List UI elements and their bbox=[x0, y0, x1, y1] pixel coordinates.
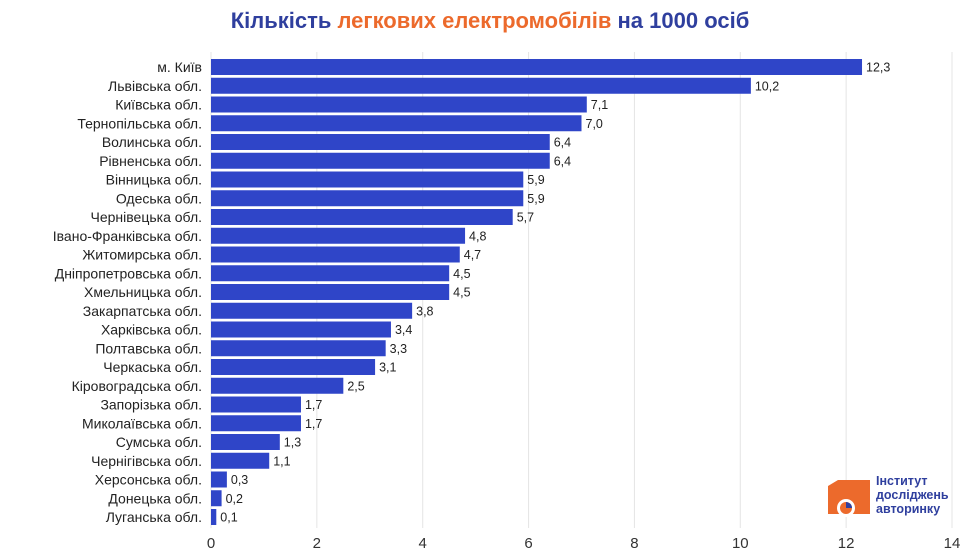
bar bbox=[211, 227, 466, 244]
logo-car-icon bbox=[828, 480, 870, 517]
bar bbox=[211, 152, 550, 169]
value-label: 0,1 bbox=[220, 511, 237, 525]
bar bbox=[211, 77, 751, 94]
title-part-3: на 1000 осіб bbox=[611, 8, 750, 33]
x-tick-label: 8 bbox=[630, 535, 638, 552]
category-label: Херсонська обл. bbox=[95, 472, 202, 488]
value-label: 5,7 bbox=[517, 211, 534, 225]
category-label: Чернігівська обл. bbox=[91, 453, 202, 469]
bar bbox=[211, 509, 217, 525]
x-tick-label: 2 bbox=[313, 535, 321, 552]
value-label: 7,0 bbox=[586, 117, 603, 131]
bar bbox=[211, 302, 413, 319]
bar bbox=[211, 246, 460, 263]
bar bbox=[211, 415, 301, 432]
category-label: Хмельницька обл. bbox=[84, 284, 202, 300]
category-label: Закарпатська обл. bbox=[83, 303, 202, 319]
value-label: 3,1 bbox=[379, 361, 396, 375]
bar bbox=[211, 115, 582, 132]
bar bbox=[211, 209, 513, 225]
category-label: м. Київ bbox=[157, 59, 202, 75]
bar bbox=[211, 321, 391, 338]
logo-line-3: авторинку bbox=[876, 502, 941, 516]
category-label: Чернівецька обл. bbox=[91, 209, 202, 225]
value-label: 4,7 bbox=[464, 248, 481, 262]
logo-line-1: Інститут bbox=[876, 474, 928, 488]
category-label: Черкаська обл. bbox=[103, 359, 202, 375]
bar bbox=[211, 134, 550, 150]
bar bbox=[211, 452, 270, 469]
x-tick-label: 0 bbox=[207, 535, 215, 552]
category-label: Львівська обл. bbox=[108, 78, 202, 94]
category-label: Волинська обл. bbox=[102, 134, 202, 150]
bar bbox=[211, 471, 227, 488]
value-label: 0,3 bbox=[231, 473, 248, 487]
bar bbox=[211, 490, 222, 507]
category-label: Київська обл. bbox=[115, 97, 202, 113]
value-label: 6,4 bbox=[554, 136, 571, 150]
value-label: 2,5 bbox=[347, 379, 364, 393]
value-label: 4,8 bbox=[469, 229, 486, 243]
category-label: Кіровоградська обл. bbox=[72, 378, 202, 394]
bar bbox=[211, 190, 524, 207]
category-label: Рівненська обл. bbox=[99, 153, 202, 169]
bar bbox=[211, 59, 863, 75]
x-tick-label: 10 bbox=[732, 535, 749, 552]
value-label: 3,8 bbox=[416, 304, 433, 318]
category-label: Донецька обл. bbox=[108, 490, 202, 506]
value-label: 1,7 bbox=[305, 398, 322, 412]
bar bbox=[211, 359, 376, 375]
chart-title: Кількість легкових електромобілів на 100… bbox=[0, 8, 980, 34]
bar bbox=[211, 265, 450, 282]
bar bbox=[211, 377, 344, 394]
logo: Інститут досліджень авторинку bbox=[826, 474, 976, 520]
category-label: Луганська обл. bbox=[106, 509, 202, 525]
bar bbox=[211, 340, 386, 357]
value-label: 3,3 bbox=[390, 342, 407, 356]
category-label: Дніпропетровська обл. bbox=[55, 265, 202, 281]
value-label: 7,1 bbox=[591, 98, 608, 112]
category-label: Одеська обл. bbox=[116, 190, 202, 206]
category-label: Тернопільська обл. bbox=[77, 115, 202, 131]
value-label: 12,3 bbox=[866, 61, 890, 75]
value-label: 1,7 bbox=[305, 417, 322, 431]
value-label: 5,9 bbox=[527, 173, 544, 187]
category-label: Івано-Франківська обл. bbox=[53, 228, 202, 244]
value-label: 10,2 bbox=[755, 79, 779, 93]
bar bbox=[211, 96, 587, 113]
category-label: Вінницька обл. bbox=[106, 172, 202, 188]
value-label: 0,2 bbox=[226, 492, 243, 506]
bar bbox=[211, 396, 301, 413]
value-label: 6,4 bbox=[554, 154, 571, 168]
value-label: 1,3 bbox=[284, 436, 301, 450]
category-label: Полтавська обл. bbox=[95, 340, 202, 356]
x-tick-label: 14 bbox=[944, 535, 961, 552]
value-label: 4,5 bbox=[453, 286, 470, 300]
logo-text: Інститут досліджень авторинку bbox=[876, 474, 949, 516]
x-tick-label: 12 bbox=[838, 535, 855, 552]
category-label: Запорізька обл. bbox=[100, 397, 202, 413]
title-part-1: Кількість bbox=[230, 8, 338, 33]
category-label: Харківська обл. bbox=[101, 322, 202, 338]
value-label: 4,5 bbox=[453, 267, 470, 281]
value-label: 5,9 bbox=[527, 192, 544, 206]
title-highlight: легкових електромобілів bbox=[337, 8, 612, 33]
bar bbox=[211, 171, 524, 188]
value-label: 3,4 bbox=[395, 323, 412, 337]
bar bbox=[211, 434, 280, 450]
bar bbox=[211, 284, 450, 300]
x-tick-label: 6 bbox=[524, 535, 532, 552]
logo-line-2: досліджень bbox=[876, 488, 949, 502]
category-label: Сумська обл. bbox=[116, 434, 202, 450]
category-label: Житомирська обл. bbox=[82, 247, 202, 263]
value-label: 1,1 bbox=[273, 454, 290, 468]
category-label: Миколаївська обл. bbox=[82, 415, 202, 431]
x-tick-label: 4 bbox=[419, 535, 427, 552]
